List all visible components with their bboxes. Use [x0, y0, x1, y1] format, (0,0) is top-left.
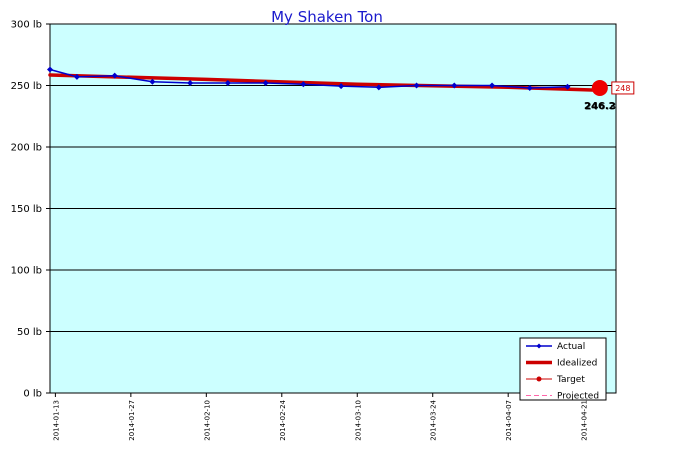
legend-label: Idealized — [557, 359, 597, 369]
actual-data-point — [47, 66, 53, 73]
end-value-label: 246.2 — [584, 101, 616, 112]
legend-marker-target — [536, 376, 542, 382]
y-tick-label: 200 lb — [11, 143, 42, 154]
end-value-label: 246.3 — [585, 101, 617, 112]
actual-data-point — [526, 84, 533, 91]
legend-label: Actual — [557, 342, 585, 352]
actual-data-point — [489, 82, 496, 89]
actual-data-point — [149, 78, 156, 85]
y-tick-label: 100 lb — [11, 266, 42, 277]
y-tick-label: 300 lb — [11, 20, 42, 31]
actual-data-point — [224, 80, 231, 87]
actual-data-point — [300, 81, 307, 88]
legend-marker-actual — [536, 343, 542, 349]
target-value-badge-label: 248 — [615, 84, 630, 93]
x-tick-label: 2014-01-27 — [128, 400, 136, 441]
y-tick-label: 250 lb — [11, 81, 42, 92]
y-tick-label: 0 lb — [23, 389, 42, 400]
y-tick-label: 150 lb — [11, 204, 42, 215]
legend: Actual Idealized Target Projected — [519, 337, 607, 402]
legend-label: Target — [556, 375, 585, 385]
actual-data-point — [413, 82, 420, 89]
target-value-badge — [611, 81, 635, 95]
actual-data-point — [111, 72, 118, 79]
actual-data-point — [187, 80, 194, 87]
actual-data-point — [262, 80, 269, 87]
x-tick-label: 2014-02-10 — [203, 400, 211, 441]
series-layer — [47, 66, 602, 92]
x-tick-label: 2014-03-24 — [430, 399, 438, 440]
end-value-marker — [591, 79, 608, 96]
actual-data-point — [375, 84, 382, 91]
x-tick-label: 2014-04-07 — [505, 400, 513, 441]
x-tick-label: 2014-02-24 — [279, 399, 287, 440]
legend-box — [519, 337, 607, 401]
actual-data-point — [338, 83, 345, 90]
actual-data-point — [564, 83, 571, 90]
y-axis-ticks: 0 lb 50 lb 100 lb 150 lb 200 lb 250 lb 300 lb — [11, 20, 50, 400]
x-tick-label: 2014-04-21 — [581, 400, 589, 441]
legend-label: Projected — [557, 392, 599, 402]
actual-data-point — [451, 82, 458, 89]
x-tick-label: 2014-03-10 — [354, 400, 362, 441]
x-axis-ticks: 2014-01-13 2014-01-27 2014-02-10 2014-02-24… — [52, 393, 589, 441]
chart-title: My Shaken Ton — [271, 8, 383, 26]
actual-data-point — [73, 73, 80, 80]
x-tick-label: 2014-01-13 — [52, 400, 60, 441]
y-tick-label: 50 lb — [17, 327, 42, 338]
